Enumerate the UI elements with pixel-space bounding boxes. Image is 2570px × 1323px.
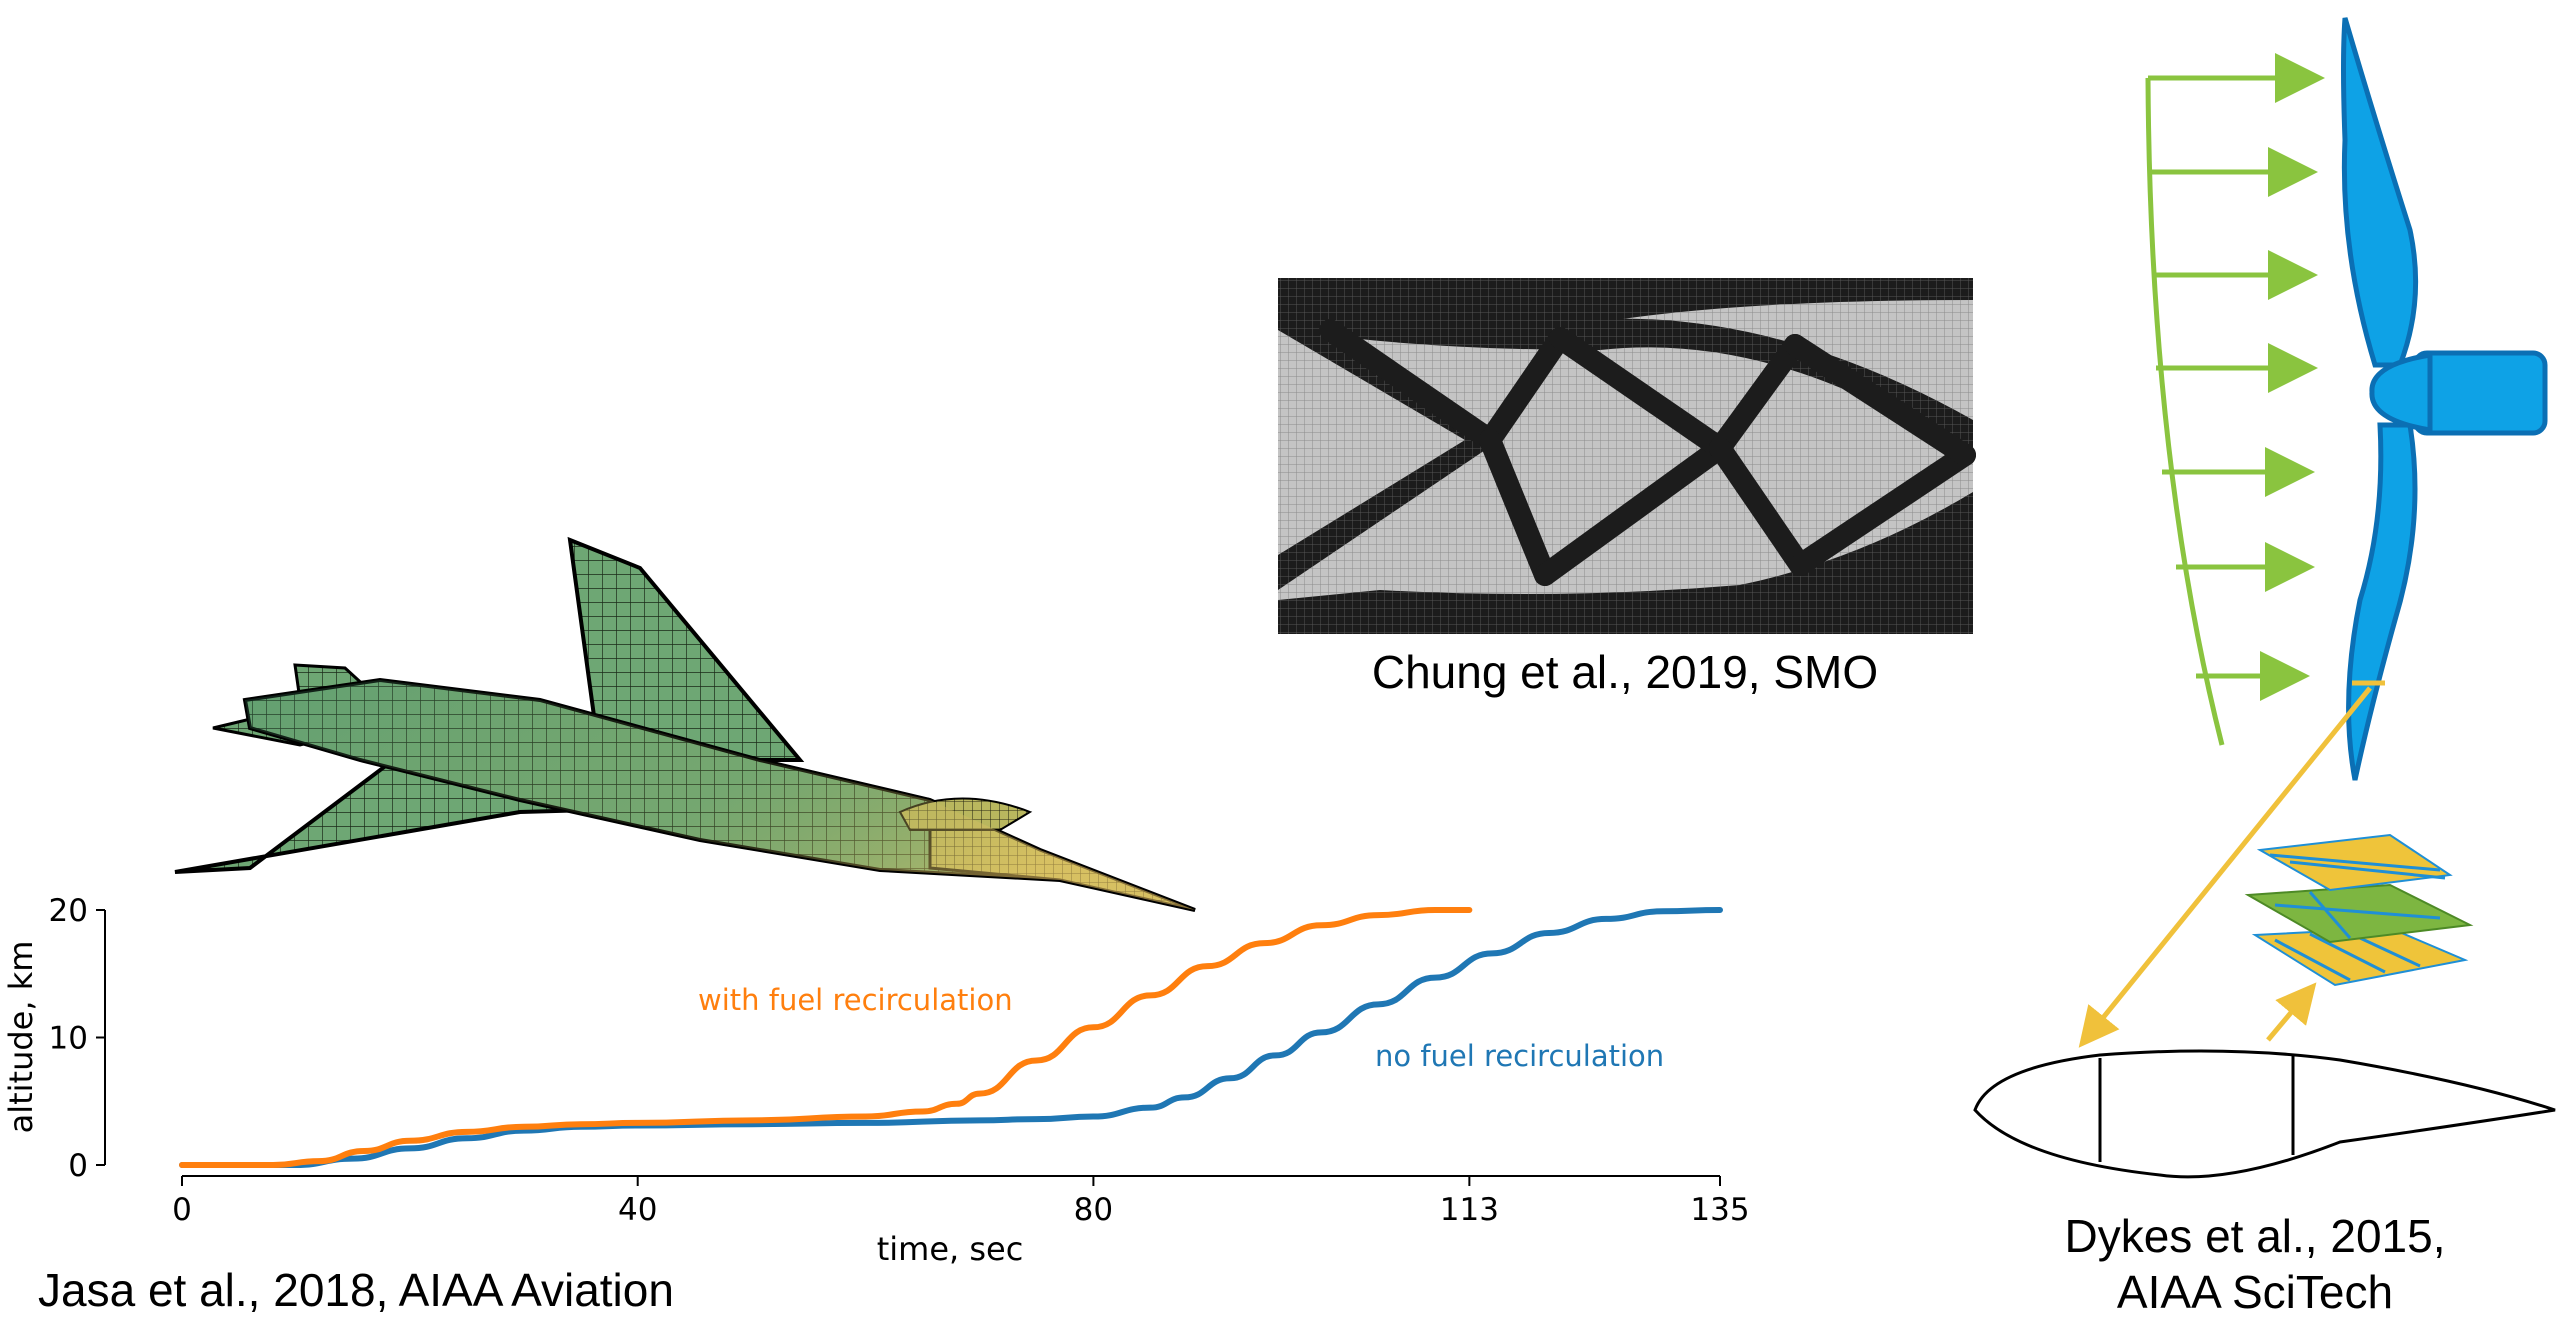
y-tick-label: 20 (49, 893, 88, 929)
series-line-with-fuel (179, 907, 1473, 1169)
wind-arrows (2148, 53, 2325, 701)
x-tick-label: 80 (1074, 1192, 1113, 1228)
link-arrows (2078, 686, 2372, 1048)
turbine-lower-blade (2346, 422, 2418, 781)
airfoil-outline (1973, 1049, 2556, 1179)
wind-profile-curve (2145, 77, 2225, 746)
chart-series (179, 907, 1723, 1169)
chart-y-ticks: 0 10 20 (49, 893, 105, 1184)
wind-turbine-illustration (2145, 17, 2548, 781)
airfoil-cross-section (1973, 1049, 2556, 1179)
section-link-arrow (2078, 686, 2372, 1048)
turbine-upper-blade (2341, 17, 2419, 368)
ply-layer (2244, 883, 2474, 944)
composite-ply-stack (2244, 833, 2474, 987)
chart-y-axis-label: altitude, km (2, 941, 40, 1134)
x-tick-label: 0 (172, 1192, 192, 1228)
caption-dykes-line2: AIAA SciTech (2117, 1266, 2393, 1318)
chart-x-ticks: 0 40 80 113 135 (172, 1176, 1750, 1228)
y-tick-label: 0 (68, 1148, 88, 1184)
series-line-no-fuel (179, 907, 1723, 1168)
series-label-with-fuel: with fuel recirculation (698, 983, 1013, 1017)
turbine-nacelle (2412, 350, 2548, 436)
ply-layer (2256, 833, 2453, 892)
turbine-hub (2369, 352, 2433, 433)
altitude-time-chart: 0 10 20 0 40 80 113 135 altitude, km time, sec… (2, 893, 1750, 1268)
caption-chung: Chung et al., 2019, SMO (1372, 646, 1878, 698)
topology-optimization-result (1278, 278, 1976, 634)
y-tick-label: 10 (49, 1021, 88, 1057)
caption-jasa: Jasa et al., 2018, AIAA Aviation (38, 1264, 674, 1316)
x-tick-label: 113 (1440, 1192, 1499, 1228)
aircraft-vertical-tail (567, 536, 805, 762)
x-tick-label: 135 (1690, 1192, 1749, 1228)
chart-x-axis-label: time, sec (877, 1230, 1024, 1268)
x-tick-label: 40 (618, 1192, 657, 1228)
caption-dykes-line1: Dykes et al., 2015, (2065, 1210, 2446, 1262)
ply-link-arrow (2266, 982, 2317, 1042)
aircraft-mesh-illustration (174, 536, 1196, 912)
series-label-no-fuel: no fuel recirculation (1375, 1039, 1664, 1073)
